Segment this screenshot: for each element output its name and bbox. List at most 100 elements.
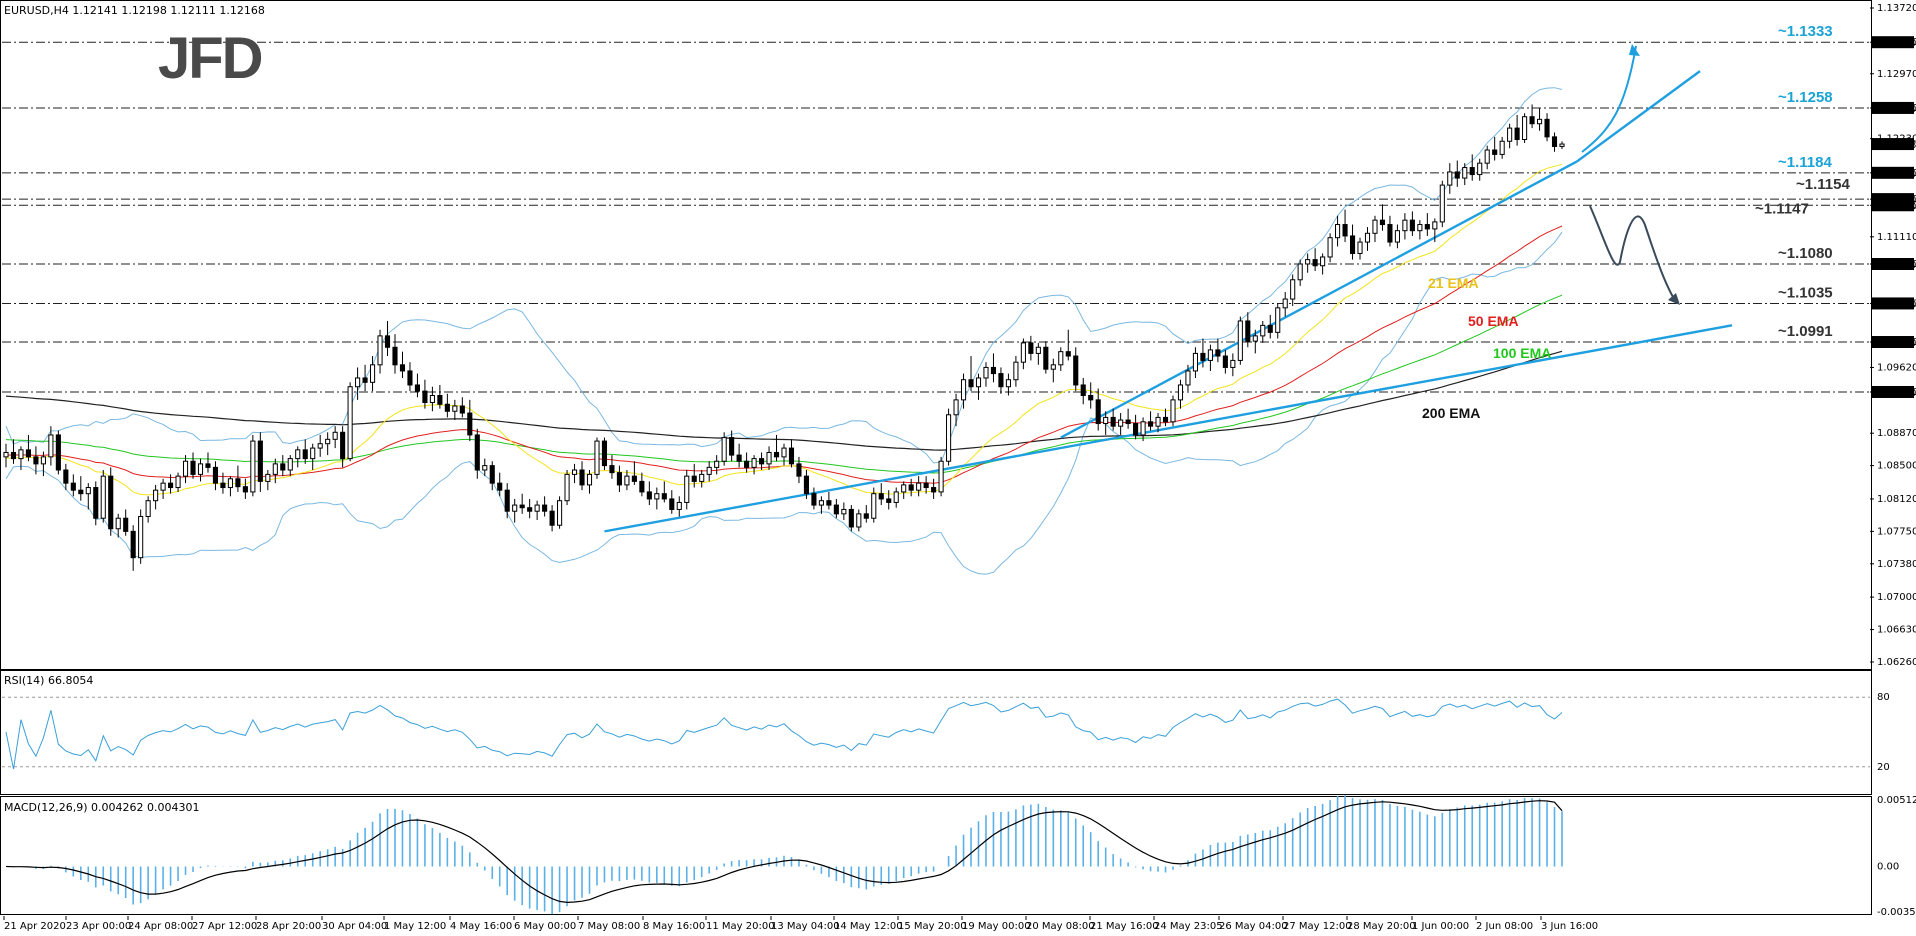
candle-bull (272, 463, 278, 475)
candle-bull (1103, 416, 1109, 425)
price-tag: 1.13330 (1875, 38, 1916, 49)
candle-bull (1522, 116, 1528, 141)
candle-bear (108, 475, 114, 530)
rsi-indicator: 80 20 (2, 692, 1890, 773)
candle-bull (377, 335, 383, 366)
bearish-projection-arrow (1589, 205, 1677, 303)
candle-bull (153, 489, 159, 502)
candle-bull (452, 405, 458, 412)
x-tick-label: 2 Jun 08:00 (1476, 921, 1533, 932)
x-tick-label: 1 Jun 00:00 (1412, 921, 1469, 932)
candle-bull (571, 469, 578, 475)
price-tag-bg (1872, 166, 1914, 179)
candle-bear (1387, 224, 1393, 243)
candle-bull (1320, 256, 1326, 267)
candle-bull (946, 414, 952, 462)
candle-bear (1162, 416, 1169, 423)
candle-bear (437, 394, 443, 405)
candle-bull (347, 386, 353, 460)
candle-bull (250, 440, 256, 493)
candle-bull (938, 460, 944, 493)
y-tick-label: 1.08870 (1877, 428, 1916, 439)
candle-bear (773, 451, 780, 458)
price-tag-bg (1872, 297, 1914, 310)
x-tick-label: 28 Apr 20:00 (256, 921, 321, 932)
x-tick-label: 28 May 20:00 (1347, 921, 1416, 932)
candle-bull (1439, 184, 1445, 223)
candle-bear (1551, 136, 1558, 148)
candle-bear (1245, 320, 1251, 342)
x-tick-label: 20 May 08:00 (1026, 921, 1095, 932)
candle-bull (983, 366, 989, 379)
rsi-level-label: 80 (1877, 692, 1890, 703)
candle-bull (355, 377, 361, 388)
candle-bear (414, 384, 420, 392)
candle-bear (811, 493, 817, 506)
candle-bear (601, 440, 608, 467)
macd-indicator: 0.005129 0.00 -0.003505 (5, 795, 1916, 918)
candle-bear (886, 498, 892, 503)
candle-bear (1544, 118, 1550, 138)
candle-bear (1469, 167, 1475, 176)
candle-bull (818, 500, 824, 506)
price-tag-bg (1872, 199, 1914, 212)
candle-bear (931, 487, 937, 493)
candle-bear (70, 482, 76, 491)
candle-bull (295, 449, 301, 460)
candle-bear (1080, 384, 1086, 396)
x-tick-label: 21 May 16:00 (1090, 921, 1159, 932)
candle-bear (257, 440, 263, 482)
trend-line-2 (1060, 160, 1578, 439)
candle-bear (1492, 149, 1498, 155)
x-tick-label: 3 Jun 16:00 (1541, 921, 1598, 932)
candle-bull (1447, 171, 1453, 186)
candle-bear (1095, 399, 1101, 425)
candle-bear (399, 364, 406, 372)
price-tag: 1.11840 (1875, 169, 1916, 180)
x-tick-label: 19 May 00:00 (962, 921, 1031, 932)
candle-bull (3, 451, 9, 458)
price-tag-bg (1872, 385, 1914, 398)
price-tag-bg (1872, 257, 1914, 270)
candle-bear (1529, 116, 1535, 125)
candle-bear (340, 431, 346, 460)
candle-bear (549, 510, 555, 526)
candle-bull (370, 364, 376, 383)
x-tick-label: 26 May 04:00 (1219, 921, 1288, 932)
candle-bear (1454, 171, 1460, 179)
candle-bear (729, 437, 735, 456)
bb-upper-band (5, 87, 1563, 464)
candle-bull (18, 449, 24, 460)
candle-bear (1028, 342, 1034, 354)
candle-bear (10, 451, 17, 460)
last-price-tag-bg (1872, 138, 1914, 151)
candle-bull (781, 447, 787, 458)
candle-bear (519, 504, 525, 509)
candle-bull (1394, 230, 1400, 243)
candle-bull (916, 482, 922, 491)
candle-bull (1185, 370, 1191, 386)
candle-bear (1065, 351, 1071, 357)
candle-bull (1417, 224, 1423, 232)
x-tick-label: 1 May 12:00 (384, 921, 446, 932)
candle-bull (1462, 167, 1468, 179)
candle-bull (317, 443, 323, 449)
candle-bear (1125, 419, 1131, 425)
ema-label-2: 50 EMA (1468, 313, 1519, 329)
y-tick-label: 1.13720 (1877, 3, 1916, 14)
candle-bear (542, 504, 548, 512)
candle-bear (78, 489, 84, 495)
candle-bull (684, 475, 690, 503)
candle-bear (467, 412, 473, 436)
bb-lower-band (5, 231, 1563, 575)
trend-line-1 (604, 324, 1733, 533)
candle-bull (1327, 237, 1333, 258)
candle-bull (1140, 421, 1146, 436)
candle-bull (265, 473, 271, 482)
candle-bear (212, 466, 219, 484)
ema-label-4: 200 EMA (1422, 405, 1480, 421)
candle-bear (190, 460, 196, 475)
candle-bull (534, 504, 540, 512)
